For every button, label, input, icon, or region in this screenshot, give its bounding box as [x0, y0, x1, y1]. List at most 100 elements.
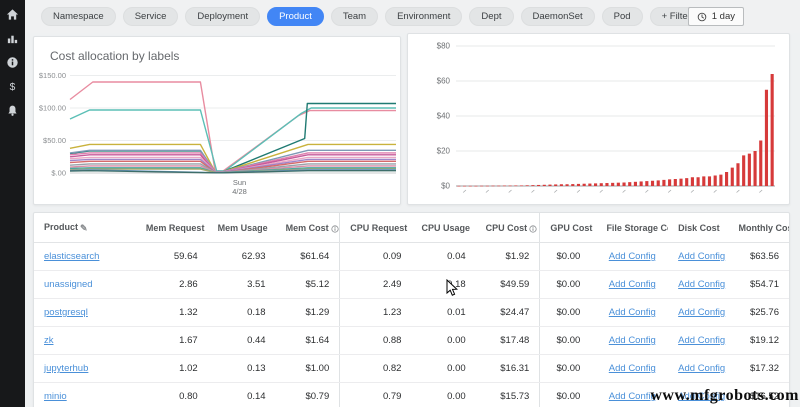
add-config-link[interactable]: Add Config: [678, 335, 726, 346]
col-header-disk_cost[interactable]: Disk Cost: [668, 213, 729, 243]
col-header-cpu_request[interactable]: CPU Request: [339, 213, 412, 243]
mem_cost-cell: $1.29: [275, 298, 341, 327]
product-link[interactable]: zk: [44, 335, 54, 346]
table-body: elasticsearch 59.64 62.93 $61.64 0.09 0.04 $1.…: [34, 242, 789, 407]
col-header-file_storage[interactable]: File Storage Co: [596, 213, 669, 243]
table-row: unassigned 2.86 3.51 $5.12 2.49 0.18 $49.59 $0.…: [34, 270, 789, 299]
mem_request-cell: 1.02: [135, 354, 208, 383]
add-config-link[interactable]: Add Config: [678, 391, 726, 402]
product-cell: zk: [34, 326, 136, 355]
monthly_cost-cell: $19.12: [728, 326, 789, 355]
cost-bar-chart: $0 $20 $40 $60 $80: [437, 42, 775, 193]
filter-chip-product[interactable]: Product: [267, 6, 324, 27]
col-header-mem_request[interactable]: Mem Request: [135, 213, 208, 243]
product-link[interactable]: jupyterhub: [44, 363, 89, 374]
mouse-cursor: [446, 279, 459, 296]
info-icon[interactable]: [5, 55, 20, 70]
cpu_request-cell: 2.49: [339, 270, 412, 299]
monthly_cost-cell: $63.56: [728, 242, 789, 271]
table-row: zk 1.67 0.44 $1.64 0.88 0.00 $17.48 $0.00 Add Co…: [34, 326, 789, 355]
cost-table-card: Product ✎ Mem Request Mem Usage Mem Cost CPU …: [33, 212, 790, 407]
disk_cost-cell: Add Config: [668, 270, 729, 299]
table-row: elasticsearch 59.64 62.93 $61.64 0.09 0.04 $1.…: [34, 242, 789, 271]
home-icon[interactable]: [5, 7, 20, 22]
add-config-link[interactable]: Add Config: [608, 307, 656, 318]
svg-text:$80: $80: [437, 42, 451, 51]
svg-text:Sun: Sun: [233, 178, 246, 187]
svg-text:$60: $60: [437, 77, 451, 86]
cpu_usage-cell: 0.00: [411, 382, 476, 407]
disk_cost-cell: Add Config: [668, 298, 729, 327]
mem_request-cell: 0.80: [135, 382, 208, 407]
cpu_cost-cell: $1.92: [475, 242, 541, 271]
filter-chip-dept[interactable]: Dept: [469, 6, 514, 27]
filter-chip-namespace[interactable]: Namespace: [41, 6, 116, 27]
mem_usage-cell: 0.14: [207, 382, 276, 407]
edit-icon[interactable]: ✎: [80, 223, 88, 233]
svg-text:$.00: $.00: [51, 169, 66, 178]
file_storage-cell: Add Config: [596, 326, 669, 355]
cpu_request-cell: 0.88: [339, 326, 412, 355]
filter-chip-pod[interactable]: Pod: [601, 6, 643, 27]
cpu_usage-cell: 0.00: [411, 326, 476, 355]
mem_usage-cell: 0.44: [207, 326, 276, 355]
dollar-icon[interactable]: $: [5, 79, 20, 94]
mem_request-cell: 2.86: [135, 270, 208, 299]
add-config-link[interactable]: Add Config: [678, 251, 726, 262]
cpu_request-cell: 0.79: [339, 382, 412, 407]
filter-chip-team[interactable]: Team: [330, 6, 379, 27]
add-config-link[interactable]: Add Config: [608, 335, 656, 346]
cpu_usage-cell: 0.04: [411, 242, 476, 271]
svg-text:$50.00: $50.00: [43, 136, 66, 145]
col-header-cpu_cost[interactable]: CPU Cost: [475, 213, 541, 243]
bell-icon[interactable]: [5, 103, 20, 118]
mem_usage-cell: 3.51: [207, 270, 276, 299]
time-range-button[interactable]: 1 day: [687, 7, 744, 26]
filter-chip-daemonset[interactable]: DaemonSet: [520, 6, 595, 27]
cpu_usage-cell: 0.00: [411, 354, 476, 383]
add-config-link[interactable]: Add Config: [608, 363, 656, 374]
monthly_cost-cell: $54.71: [728, 270, 789, 299]
cpu_request-cell: 1.23: [339, 298, 412, 327]
product-link[interactable]: unassigned: [44, 279, 93, 290]
product-link[interactable]: elasticsearch: [44, 251, 100, 262]
add-config-link[interactable]: Add Config: [608, 279, 656, 290]
filter-chip-service[interactable]: Service: [122, 6, 179, 27]
col-header-cpu_usage[interactable]: CPU Usage: [411, 213, 476, 243]
add-config-link[interactable]: Add Config: [608, 391, 656, 402]
filter-chip-environment[interactable]: Environment: [385, 6, 463, 27]
monthly_cost-cell: $17.32: [728, 354, 789, 383]
disk_cost-cell: Add Config: [668, 382, 729, 407]
filter-chip-deployment[interactable]: Deployment: [185, 6, 261, 27]
add-config-link[interactable]: Add Config: [678, 279, 726, 290]
cpu_request-cell: 0.09: [339, 242, 412, 271]
product-link[interactable]: minio: [44, 391, 67, 402]
cpu_cost-cell: $15.73: [475, 382, 541, 407]
add-config-link[interactable]: Add Config: [678, 307, 726, 318]
add-config-link[interactable]: Add Config: [608, 251, 656, 262]
col-header-product[interactable]: Product ✎: [34, 213, 136, 243]
col-header-mem_cost[interactable]: Mem Cost: [275, 213, 341, 243]
info-icon: [529, 224, 537, 234]
svg-text:$: $: [10, 82, 16, 93]
product-link[interactable]: postgresql: [44, 307, 88, 318]
col-header-monthly_cost[interactable]: Monthly Cost: [728, 213, 789, 243]
mem_cost-cell: $1.00: [275, 354, 341, 383]
mem_request-cell: 1.67: [135, 326, 208, 355]
product-cell: postgresql: [34, 298, 136, 327]
col-header-gpu_cost[interactable]: GPU Cost: [539, 213, 597, 243]
gpu_cost-cell: $0.00: [539, 382, 597, 407]
add-config-link[interactable]: Add Config: [678, 363, 726, 374]
bar-chart-icon[interactable]: [5, 31, 20, 46]
svg-text:$0: $0: [441, 182, 450, 191]
mem_cost-cell: $5.12: [275, 270, 341, 299]
mem_usage-cell: 0.18: [207, 298, 276, 327]
cost-table: Product ✎ Mem Request Mem Usage Mem Cost CPU …: [34, 213, 789, 407]
svg-text:$150.00: $150.00: [39, 71, 66, 80]
mem_cost-cell: $0.79: [275, 382, 341, 407]
col-header-mem_usage[interactable]: Mem Usage: [207, 213, 276, 243]
gpu_cost-cell: $0.00: [539, 298, 597, 327]
product-cell: minio: [34, 382, 136, 407]
